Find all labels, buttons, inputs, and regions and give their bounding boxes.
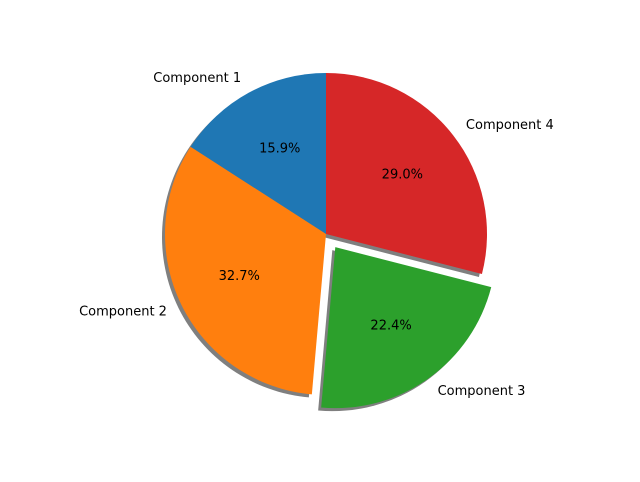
- wedge: [190, 73, 326, 234]
- value-label: 29.0%: [382, 167, 423, 182]
- value-label: 15.9%: [259, 142, 300, 157]
- category-label: Component 3: [438, 384, 526, 399]
- category-label: Component 4: [466, 118, 554, 133]
- category-label: Component 1: [153, 71, 241, 86]
- value-label: 22.4%: [370, 319, 411, 334]
- wedge: [165, 146, 326, 395]
- wedge: [321, 247, 492, 409]
- category-label: Component 2: [79, 304, 167, 319]
- wedge: [326, 73, 487, 275]
- value-label: 32.7%: [219, 269, 260, 284]
